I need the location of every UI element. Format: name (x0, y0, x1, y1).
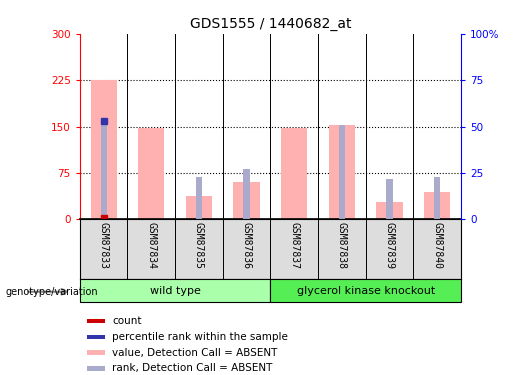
Bar (329, 125, 355, 219)
Text: GSM87833: GSM87833 (99, 222, 109, 269)
Text: GSM87839: GSM87839 (385, 222, 394, 269)
Text: value, Detection Call = ABSENT: value, Detection Call = ABSENT (112, 348, 278, 358)
Bar (434, 177, 440, 219)
Bar (244, 169, 250, 219)
Bar (386, 178, 392, 219)
Bar (233, 182, 260, 219)
Text: GSM87838: GSM87838 (337, 222, 347, 269)
Text: GSM87834: GSM87834 (146, 222, 156, 269)
Bar (80, 279, 270, 302)
Bar (88, 334, 105, 339)
Bar (281, 128, 307, 219)
Bar (270, 279, 461, 302)
Bar (339, 125, 345, 219)
Text: genotype/variation: genotype/variation (5, 287, 98, 297)
Bar (196, 177, 202, 219)
Bar (88, 350, 105, 355)
Text: glycerol kinase knockout: glycerol kinase knockout (297, 286, 435, 296)
Bar (88, 319, 105, 324)
Text: GSM87835: GSM87835 (194, 222, 204, 269)
Text: count: count (112, 316, 142, 326)
Bar (88, 366, 105, 371)
Bar (100, 121, 107, 219)
Text: wild type: wild type (150, 286, 200, 296)
Text: percentile rank within the sample: percentile rank within the sample (112, 332, 288, 342)
Bar (186, 196, 212, 219)
Bar (138, 128, 164, 219)
Bar (424, 192, 450, 219)
Text: GSM87840: GSM87840 (432, 222, 442, 269)
Bar (91, 80, 117, 219)
Text: GSM87836: GSM87836 (242, 222, 251, 269)
Text: GSM87837: GSM87837 (289, 222, 299, 269)
Text: rank, Detection Call = ABSENT: rank, Detection Call = ABSENT (112, 363, 272, 374)
Title: GDS1555 / 1440682_at: GDS1555 / 1440682_at (190, 17, 351, 32)
Bar (376, 202, 403, 219)
